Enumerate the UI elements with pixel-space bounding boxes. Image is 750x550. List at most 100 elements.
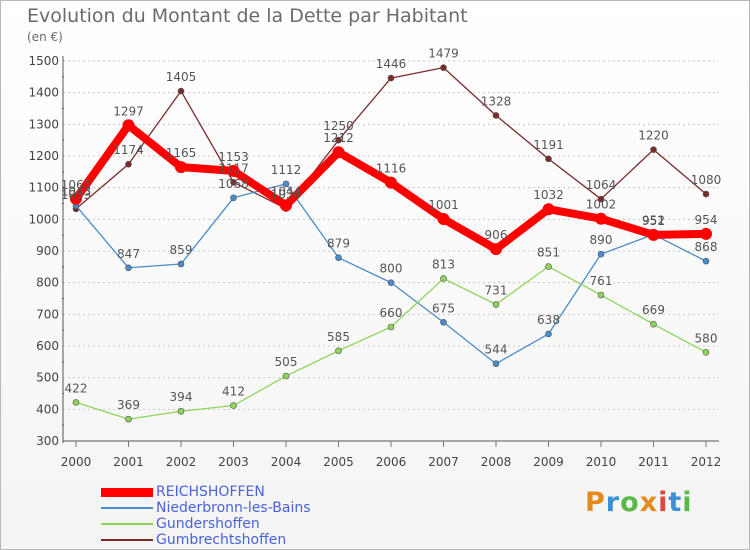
data-point (647, 228, 660, 241)
data-label: 1220 (638, 129, 669, 143)
data-label: 1080 (691, 173, 722, 187)
data-label: 1043 (61, 185, 92, 199)
data-point (387, 279, 395, 286)
x-tick-label: 2008 (481, 455, 512, 469)
data-point (227, 164, 240, 177)
data-label: 813 (432, 258, 455, 272)
chart-subtitle: (en €) (27, 30, 63, 44)
data-point (72, 399, 80, 406)
legend-label: Gumbrechtshoffen (156, 532, 287, 548)
data-point (545, 330, 552, 338)
data-point (122, 119, 135, 132)
data-label: 660 (380, 306, 403, 320)
y-tick-label: 600 (36, 339, 59, 353)
data-label: 859 (170, 243, 193, 257)
logo-letter: r (605, 487, 621, 518)
data-label: 952 (642, 214, 665, 228)
data-point (440, 275, 447, 282)
x-tick-label: 2003 (218, 455, 249, 469)
legend-label: Niederbronn-les-Bains (156, 500, 311, 516)
data-point (332, 146, 345, 159)
x-tick-label: 2012 (691, 455, 722, 469)
data-point (597, 195, 605, 203)
data-label: 544 (485, 343, 508, 357)
data-label: 1064 (586, 178, 617, 192)
data-point (492, 360, 500, 368)
data-label: 868 (695, 240, 718, 254)
legend-label: REICHSHOFFEN (156, 484, 265, 500)
data-label: 731 (485, 284, 508, 298)
data-point (492, 301, 500, 308)
x-tick-label: 2007 (428, 455, 459, 469)
data-label: 1479 (428, 47, 459, 61)
data-point (597, 291, 605, 299)
x-tick-label: 2011 (638, 455, 669, 469)
x-tick-label: 2002 (166, 455, 197, 469)
data-point (492, 112, 500, 119)
data-point (387, 74, 395, 82)
data-label: 675 (432, 301, 455, 315)
data-point (440, 318, 447, 326)
y-tick-label: 900 (36, 244, 59, 258)
data-label: 1116 (376, 162, 407, 176)
data-label: 580 (695, 331, 718, 345)
data-point (650, 146, 657, 153)
logo-letter: P (585, 487, 606, 518)
y-tick-label: 1300 (28, 117, 59, 131)
data-point (437, 213, 450, 226)
data-point (125, 415, 132, 423)
data-label: 1112 (271, 163, 302, 177)
chart-title: Evolution du Montant de la Dette par Hab… (27, 5, 468, 27)
data-point (650, 320, 657, 328)
data-point (177, 407, 185, 415)
data-point (125, 160, 132, 168)
data-label: 1002 (586, 198, 617, 212)
proxiti-logo: Proxiti (585, 487, 693, 518)
data-point (595, 212, 607, 225)
data-label: 1044 (271, 184, 302, 198)
data-point (177, 260, 185, 268)
legend-swatch (101, 539, 153, 541)
data-point (545, 263, 552, 270)
legend-swatch (101, 523, 153, 525)
y-tick-label: 1100 (28, 181, 59, 195)
data-label: 847 (117, 247, 140, 261)
data-label: 422 (65, 381, 88, 395)
data-label: 951 (642, 214, 665, 228)
x-tick-label: 2001 (113, 455, 144, 469)
data-label: 669 (642, 303, 665, 317)
x-tick-label: 2005 (323, 455, 354, 469)
logo-letter: i (682, 487, 693, 518)
data-label: 1405 (166, 70, 197, 84)
data-label: 585 (327, 330, 350, 344)
x-tick-label: 2004 (271, 455, 302, 469)
y-tick-label: 1400 (28, 86, 59, 100)
data-point (387, 323, 395, 331)
data-point (597, 250, 605, 258)
legend-swatch (101, 507, 153, 509)
data-label: 1065 (61, 178, 92, 192)
data-label: 1117 (218, 161, 249, 175)
data-label: 954 (695, 213, 718, 227)
data-label: 851 (537, 246, 560, 260)
data-point (177, 87, 185, 95)
data-label: 1033 (61, 188, 92, 202)
data-label: 890 (590, 233, 613, 247)
data-point (545, 155, 552, 163)
data-label: 1250 (323, 119, 354, 133)
data-point (700, 227, 712, 240)
data-label: 1032 (533, 188, 564, 202)
data-point (125, 264, 132, 272)
data-point (175, 161, 187, 174)
data-label: 1297 (113, 104, 144, 118)
data-point (335, 136, 342, 144)
data-label: 1165 (166, 146, 197, 160)
data-label: 1328 (481, 94, 512, 108)
data-point (702, 190, 710, 198)
y-tick-label: 1500 (28, 54, 59, 68)
y-tick-label: 300 (36, 434, 59, 448)
legend-label: Gundershoffen (156, 516, 260, 532)
y-tick-label: 500 (36, 371, 59, 385)
x-tick-label: 2006 (376, 455, 407, 469)
data-label: 761 (590, 274, 613, 288)
